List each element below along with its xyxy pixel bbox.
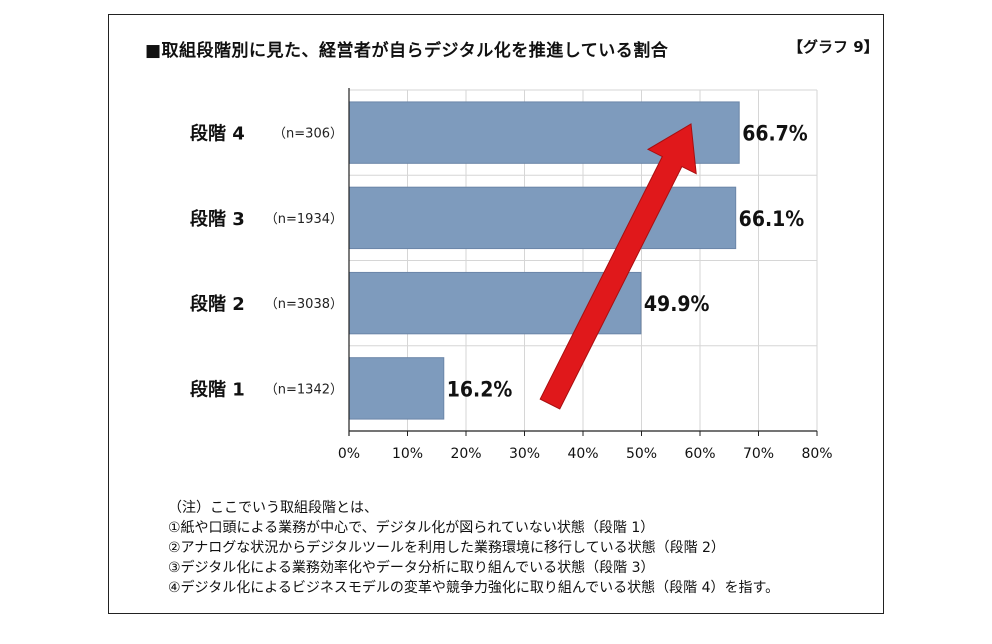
trend-arrow-icon: [539, 123, 697, 410]
sample-size-label: （n=3038）: [265, 297, 343, 312]
bar: [348, 186, 737, 250]
note-line: ①紙や口頭による業務が中心で、デジタル化が図られていない状態（段階 1）: [168, 520, 655, 536]
sample-size-label: （n=1342）: [265, 382, 343, 397]
x-tick-label: 70%: [743, 446, 774, 462]
bar: [348, 357, 445, 420]
note-line: ③デジタル化による業務効率化やデータ分析に取り組んでいる状態（段階 3）: [168, 560, 655, 576]
bar-value-label: 16.2%: [447, 377, 513, 401]
bar-value-label: 66.7%: [742, 122, 808, 146]
category-label: 段階 4: [190, 123, 245, 145]
category-label: 段階 3: [190, 208, 245, 230]
x-tick-label: 50%: [626, 446, 657, 462]
chart-title: ■取組段階別に見た、経営者が自らデジタル化を推進している割合: [145, 41, 669, 61]
x-tick-label: 0%: [338, 446, 360, 462]
category-label: 段階 2: [190, 293, 245, 315]
x-tick-label: 10%: [392, 446, 423, 462]
figure-label: 【グラフ 9】: [788, 38, 879, 56]
note-line: （注）ここでいう取組段階とは、: [168, 500, 378, 516]
bar-value-label: 49.9%: [644, 292, 710, 316]
x-tick-label: 60%: [684, 446, 715, 462]
x-tick-label: 30%: [509, 446, 540, 462]
note-line: ②アナログな状況からデジタルツールを利用した業務環境に移行している状態（段階 2…: [168, 540, 725, 556]
x-tick-label: 40%: [567, 446, 598, 462]
sample-size-label: （n=306）: [273, 127, 343, 142]
category-label: 段階 1: [190, 378, 245, 400]
note-line: ④デジタル化によるビジネスモデルの変革や競争力強化に取り組んでいる状態（段階 4…: [168, 580, 780, 596]
sample-size-label: （n=1934）: [265, 212, 343, 227]
bar-value-label: 66.1%: [739, 207, 805, 231]
x-tick-label: 20%: [450, 446, 481, 462]
x-tick-label: 80%: [801, 446, 832, 462]
